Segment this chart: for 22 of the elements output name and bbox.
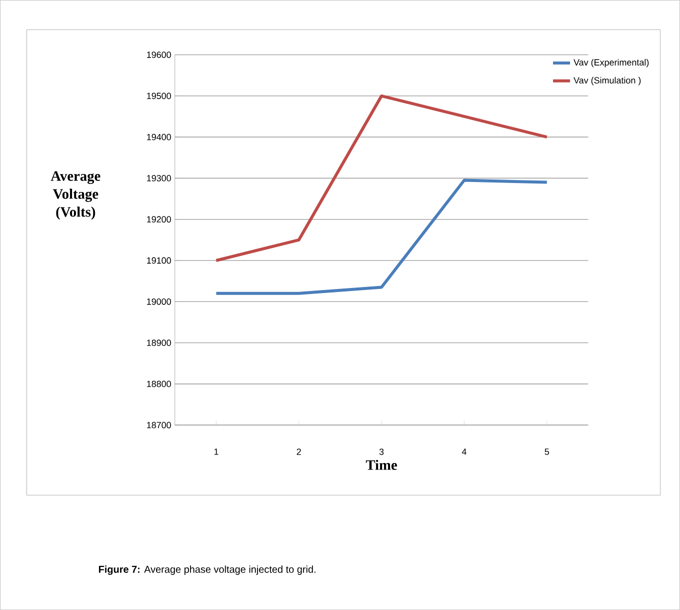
y-tick-label: 18700 (147, 422, 171, 428)
x-tick-label: 4 (462, 448, 466, 455)
y-tick-label: 19300 (147, 175, 171, 182)
x-tick-label: 1 (214, 448, 218, 455)
y-tick-label: 19600 (147, 52, 171, 58)
y-tick-label: 19000 (147, 298, 171, 305)
y-axis-title: Average Voltage (Volts) (50, 171, 100, 220)
line-series (214, 178, 548, 295)
x-tick-label: 5 (544, 448, 549, 455)
y-tick-label: 18900 (147, 340, 171, 346)
legend-label: Vav (Simulation ) (574, 76, 641, 86)
x-tick-label: 2 (296, 448, 301, 455)
legend-label: Vav (Experimental) (574, 58, 649, 68)
x-tick-label: 3 (379, 448, 384, 456)
line-series (214, 94, 548, 262)
text: Figure 7: Average phase voltage injected to grid. (98, 566, 316, 575)
y-tick-label: 19500 (147, 92, 171, 100)
x-axis-title: Time (366, 460, 397, 470)
y-tick-label: 18800 (147, 380, 171, 388)
y-tick-label: 19100 (147, 257, 171, 264)
y-tick-label: 19400 (147, 134, 171, 140)
y-tick-label: 19200 (147, 216, 171, 223)
